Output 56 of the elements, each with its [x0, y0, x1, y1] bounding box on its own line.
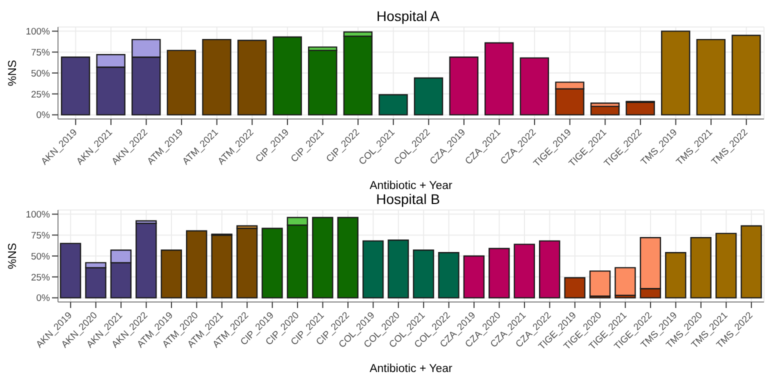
bar	[186, 230, 208, 298]
bar	[262, 228, 283, 298]
bar	[626, 102, 655, 116]
bar	[740, 225, 762, 298]
chart-title: Hospital B	[375, 191, 441, 208]
y-axis-title: %NS	[7, 60, 20, 86]
y-tick-label: 25%	[30, 272, 51, 284]
bar	[484, 42, 514, 116]
bar	[312, 216, 334, 298]
bar	[438, 252, 460, 298]
bar	[166, 50, 196, 116]
bar	[661, 30, 690, 116]
bar	[343, 36, 373, 116]
bar	[414, 77, 444, 116]
y-tick-label: 0%	[36, 110, 51, 122]
bar	[308, 50, 338, 116]
chart-title: Hospital A	[375, 8, 441, 25]
bar	[690, 237, 712, 298]
bar	[211, 234, 232, 298]
y-tick-label: 100%	[26, 210, 51, 221]
x-axis-title: Antibiotic + Year	[370, 363, 453, 375]
y-tick-label: 25%	[30, 89, 51, 100]
bar	[160, 250, 182, 298]
bar	[60, 242, 82, 298]
bar	[202, 38, 232, 116]
bar	[237, 40, 267, 116]
bar	[715, 232, 737, 298]
bar	[665, 252, 686, 298]
bar	[488, 248, 510, 298]
bar	[272, 36, 302, 116]
bar	[520, 57, 550, 116]
bar	[388, 240, 409, 298]
bar	[337, 216, 358, 298]
y-tick-label: 50%	[30, 68, 51, 80]
bar	[449, 56, 478, 116]
bar	[378, 94, 408, 116]
bar	[236, 228, 258, 298]
x-axis-title: Antibiotic + Year	[370, 180, 453, 192]
y-tick-label: 75%	[30, 47, 51, 58]
bar	[463, 255, 485, 298]
y-tick-label: 100%	[26, 26, 51, 38]
y-axis-title: %NS	[7, 242, 20, 270]
bar	[362, 240, 384, 298]
bar	[136, 222, 157, 298]
bar	[696, 38, 726, 116]
bar	[412, 250, 434, 298]
y-tick-label: 75%	[30, 230, 51, 242]
bar	[614, 267, 636, 296]
bar	[732, 34, 761, 116]
bar	[589, 270, 611, 297]
bar	[564, 277, 586, 298]
bar	[514, 244, 535, 298]
bar	[538, 240, 560, 298]
bar	[60, 56, 90, 116]
y-tick-label: 50%	[30, 251, 51, 262]
y-tick-label: 0%	[36, 293, 51, 304]
